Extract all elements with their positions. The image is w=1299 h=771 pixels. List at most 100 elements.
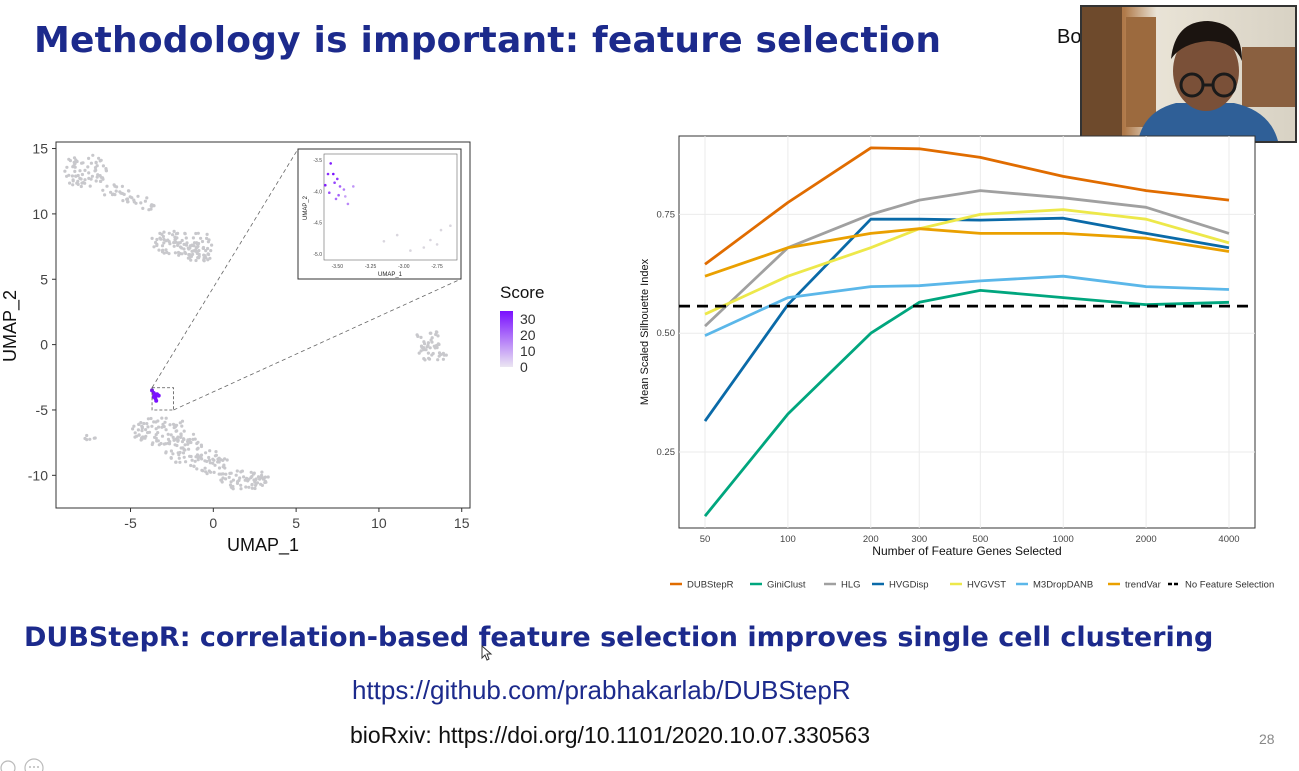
umap-point [91, 153, 95, 157]
inset-point [342, 188, 346, 191]
umap-point [120, 191, 124, 196]
umap-y-axis-label: UMAP_2 [0, 290, 21, 362]
umap-point [144, 428, 148, 432]
umap-point [428, 331, 432, 335]
umap-point [177, 241, 181, 245]
score-legend-label: 10 [520, 343, 536, 359]
umap-point [206, 252, 210, 256]
umap-point [168, 423, 172, 427]
umap-point [164, 428, 168, 432]
line-x-tick-label: 1000 [1053, 534, 1074, 545]
umap-point [65, 165, 69, 169]
umap-y-tick-label: 10 [32, 206, 48, 222]
inset-y-tick-label: -4.0 [313, 189, 322, 195]
umap-point [180, 424, 184, 428]
umap-point [73, 169, 77, 173]
umap-point [87, 171, 91, 175]
series-line-giniclust [703, 289, 1230, 517]
umap-point [264, 480, 268, 484]
line-x-tick-label: 100 [780, 534, 796, 545]
more-options-icon[interactable] [24, 758, 44, 771]
umap-point [207, 455, 211, 460]
umap-point [152, 245, 156, 249]
umap-point [164, 451, 168, 455]
umap-point [239, 483, 243, 487]
umap-highlight-point [156, 393, 161, 398]
umap-point [96, 173, 100, 177]
umap-point [162, 442, 166, 446]
umap-point [209, 249, 213, 253]
inset-x-tick-label: -3.00 [398, 264, 410, 270]
umap-point [85, 438, 89, 442]
umap-point [139, 201, 143, 205]
slide-title: Methodology is important: feature select… [34, 20, 942, 61]
umap-point [219, 478, 224, 482]
umap-point [75, 159, 79, 164]
mouse-cursor-icon [481, 645, 493, 661]
umap-point [177, 456, 181, 460]
umap-x-axis-label: UMAP_1 [227, 535, 299, 556]
umap-point [104, 167, 108, 171]
umap-point [165, 250, 169, 254]
umap-point [72, 160, 76, 164]
umap-point [188, 255, 192, 259]
github-link[interactable]: https://github.com/prabhakarlab/DUBStepR [352, 675, 851, 705]
umap-point [146, 431, 150, 435]
umap-point [188, 244, 192, 248]
inset-point [346, 202, 350, 206]
inset-point [435, 243, 439, 246]
umap-point [125, 197, 130, 201]
umap-point [195, 453, 200, 457]
presenter-webcam-video[interactable] [1080, 5, 1297, 143]
umap-point [202, 253, 206, 257]
umap-point [174, 240, 178, 244]
umap-point [127, 189, 131, 193]
umap-point [159, 237, 163, 241]
umap-point [94, 179, 98, 183]
silhouette-line-chart: 50 100 200 300 500 1000 2000 4000 0.25 0.50 0.75 N… [639, 135, 1274, 591]
umap-point [133, 435, 137, 439]
umap-point [204, 249, 208, 253]
inset-x-axis-label: UMAP_1 [378, 272, 403, 278]
umap-x-tick-label: 5 [292, 515, 300, 531]
inset-point [328, 191, 331, 194]
umap-point [182, 247, 186, 251]
zoom-icon[interactable] [0, 760, 16, 771]
umap-point [83, 178, 87, 182]
umap-point [114, 189, 118, 193]
umap-point [179, 435, 183, 439]
umap-point [171, 452, 175, 456]
umap-point [214, 450, 218, 454]
umap-point [186, 438, 190, 442]
umap-panel-border [55, 141, 471, 509]
umap-point [160, 232, 164, 236]
umap-point [167, 231, 171, 235]
umap-point [83, 168, 87, 172]
umap-point [150, 442, 154, 447]
umap-point [253, 486, 257, 491]
umap-point [68, 181, 72, 185]
score-legend-label: 0 [520, 359, 528, 375]
umap-point [428, 346, 432, 350]
umap-point [212, 470, 216, 474]
slide-subtitle: DUBStepR: correlation-based feature sele… [24, 622, 1214, 653]
inset-point [334, 197, 338, 201]
legend-label: HLG [841, 580, 861, 591]
umap-point [195, 441, 199, 446]
umap-point [427, 357, 432, 361]
umap-point [237, 478, 241, 482]
series-line-hvgvst [704, 208, 1230, 316]
score-legend-label: 20 [520, 327, 536, 343]
umap-point [192, 249, 196, 253]
umap-point [212, 458, 216, 462]
umap-point [196, 446, 200, 450]
umap-point [140, 436, 144, 440]
inset-y-tick-label: -5.0 [313, 252, 322, 258]
viewer-controls[interactable] [0, 754, 60, 771]
umap-point [99, 179, 103, 183]
umap-point [190, 458, 194, 462]
umap-point [169, 456, 173, 460]
umap-point [229, 480, 233, 484]
series-line-trendvar [704, 227, 1230, 278]
score-legend-title: Score [500, 283, 544, 302]
